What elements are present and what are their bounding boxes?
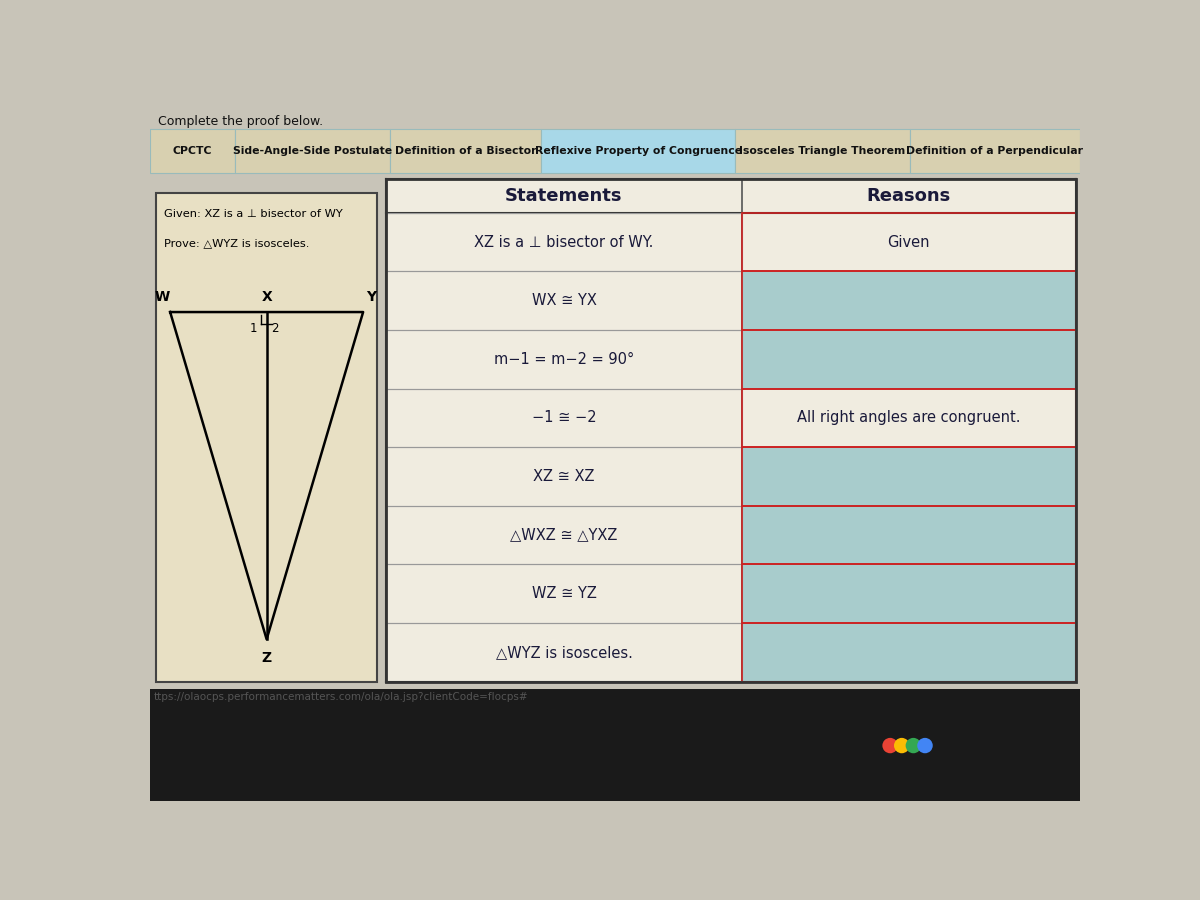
Bar — [386, 179, 1076, 681]
Bar — [390, 129, 541, 174]
Bar — [150, 129, 235, 174]
Text: m−1 = m−2 = 90°: m−1 = m−2 = 90° — [494, 352, 634, 367]
Bar — [742, 330, 1076, 389]
Bar — [736, 129, 910, 174]
Text: Complete the proof below.: Complete the proof below. — [157, 115, 323, 129]
Bar — [386, 271, 742, 330]
Bar — [742, 506, 1076, 564]
Text: △WYZ is isosceles.: △WYZ is isosceles. — [496, 644, 632, 660]
Bar — [386, 389, 742, 447]
Text: CPCTC: CPCTC — [173, 146, 212, 156]
Text: Prove: △WYZ is isosceles.: Prove: △WYZ is isosceles. — [164, 238, 310, 248]
Bar — [156, 193, 377, 681]
Bar — [386, 564, 742, 623]
Bar — [386, 506, 742, 564]
Bar — [742, 212, 1076, 271]
Text: Definition of a Perpendicular: Definition of a Perpendicular — [906, 146, 1084, 156]
Text: ttps://olaocps.performancematters.com/ola/ola.jsp?clientCode=flocps#: ttps://olaocps.performancematters.com/ol… — [154, 692, 528, 702]
Text: XZ ≅ XZ: XZ ≅ XZ — [533, 469, 595, 484]
Bar — [742, 623, 1076, 681]
Bar — [742, 389, 1076, 447]
Text: Reasons: Reasons — [866, 187, 950, 205]
Bar — [742, 623, 1076, 681]
Bar — [150, 129, 1080, 174]
Circle shape — [906, 738, 922, 753]
Text: WZ ≅ YZ: WZ ≅ YZ — [532, 586, 596, 601]
Text: Side-Angle-Side Postulate: Side-Angle-Side Postulate — [233, 146, 392, 156]
Bar — [150, 689, 1080, 801]
Bar — [386, 330, 742, 389]
Bar — [742, 447, 1076, 506]
Bar — [386, 179, 1076, 681]
Text: XZ is a ⊥ bisector of WY.: XZ is a ⊥ bisector of WY. — [474, 235, 654, 249]
Bar — [386, 623, 742, 681]
Text: Given: XZ is a ⊥ bisector of WY: Given: XZ is a ⊥ bisector of WY — [164, 210, 343, 220]
Bar — [386, 447, 742, 506]
Text: △WXZ ≅ △YXZ: △WXZ ≅ △YXZ — [510, 527, 618, 543]
Text: W: W — [155, 291, 170, 304]
Bar — [742, 271, 1076, 330]
Text: Definition of a Bisector: Definition of a Bisector — [395, 146, 536, 156]
Bar — [386, 179, 1076, 212]
Bar — [742, 212, 1076, 271]
Text: −1 ≅ −2: −1 ≅ −2 — [532, 410, 596, 426]
Circle shape — [917, 738, 932, 753]
Circle shape — [894, 738, 910, 753]
Bar — [742, 506, 1076, 564]
Bar — [910, 129, 1080, 174]
Bar — [386, 212, 742, 271]
Text: Statements: Statements — [505, 187, 623, 205]
Bar — [742, 330, 1076, 389]
Text: X: X — [262, 291, 272, 304]
Text: 2: 2 — [271, 322, 278, 336]
Bar — [541, 129, 736, 174]
Text: Isosceles Triangle Theorem: Isosceles Triangle Theorem — [739, 146, 906, 156]
Text: 1: 1 — [250, 322, 257, 336]
Text: WX ≅ YX: WX ≅ YX — [532, 293, 596, 308]
Circle shape — [882, 738, 898, 753]
Bar — [742, 564, 1076, 623]
Text: All right angles are congruent.: All right angles are congruent. — [797, 410, 1021, 426]
Text: Y: Y — [366, 291, 376, 304]
Bar — [235, 129, 390, 174]
Bar — [742, 389, 1076, 447]
Text: Given: Given — [888, 235, 930, 249]
Bar — [742, 564, 1076, 623]
Text: Z: Z — [262, 651, 271, 665]
Text: Reflexive Property of Congruence: Reflexive Property of Congruence — [535, 146, 742, 156]
Bar — [742, 271, 1076, 330]
Bar — [742, 447, 1076, 506]
